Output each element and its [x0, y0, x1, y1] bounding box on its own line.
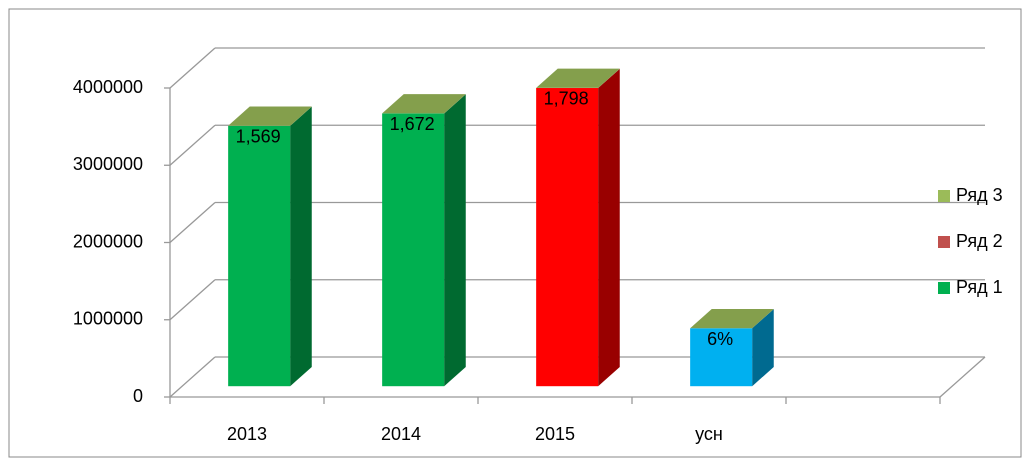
legend-label: Ряд 2 [956, 231, 1003, 251]
bar-segment-side [444, 94, 466, 114]
bar [690, 328, 753, 387]
y-tick-label: 0 [133, 386, 143, 406]
grid-line [169, 279, 216, 321]
x-tick-label: 2013 [227, 424, 267, 444]
y-tick-label: 4000000 [73, 77, 143, 97]
floor-edge [939, 356, 986, 398]
y-tick-label: 3000000 [73, 154, 143, 174]
data-label: 1,798 [544, 89, 589, 109]
grid-line [169, 356, 216, 398]
legend-swatch [938, 236, 950, 248]
data-label: 6% [707, 329, 733, 349]
bar-side [598, 68, 620, 387]
bar-segment-top [382, 94, 466, 114]
bar-side [444, 94, 466, 387]
legend-label: Ряд 3 [956, 185, 1003, 205]
bar [536, 88, 599, 387]
x-tick-label: 2014 [381, 424, 421, 444]
grid-line [169, 202, 216, 243]
bar-side [290, 106, 312, 387]
data-label: 1,672 [390, 114, 435, 134]
bar-segment-side [290, 106, 312, 126]
bar [382, 113, 445, 387]
bar-segment-top [228, 106, 312, 126]
bar-segment-top [536, 68, 620, 88]
grid-line [169, 124, 216, 166]
bar-segment-top [690, 309, 774, 329]
grid-line [169, 47, 216, 89]
legend-label: Ряд 1 [956, 277, 1003, 297]
chart-frame [8, 8, 1022, 458]
y-tick-label: 2000000 [73, 231, 143, 251]
legend-swatch [938, 282, 950, 294]
bar [228, 125, 291, 387]
bar-segment-side [752, 309, 774, 329]
data-label: 1,569 [236, 126, 281, 146]
bar-side [752, 309, 774, 387]
bar-segment-side [598, 68, 620, 89]
x-tick-label: 2015 [535, 424, 575, 444]
y-tick-label: 1000000 [73, 309, 143, 329]
x-tick-label: усн [695, 424, 723, 444]
legend-swatch [938, 190, 950, 202]
